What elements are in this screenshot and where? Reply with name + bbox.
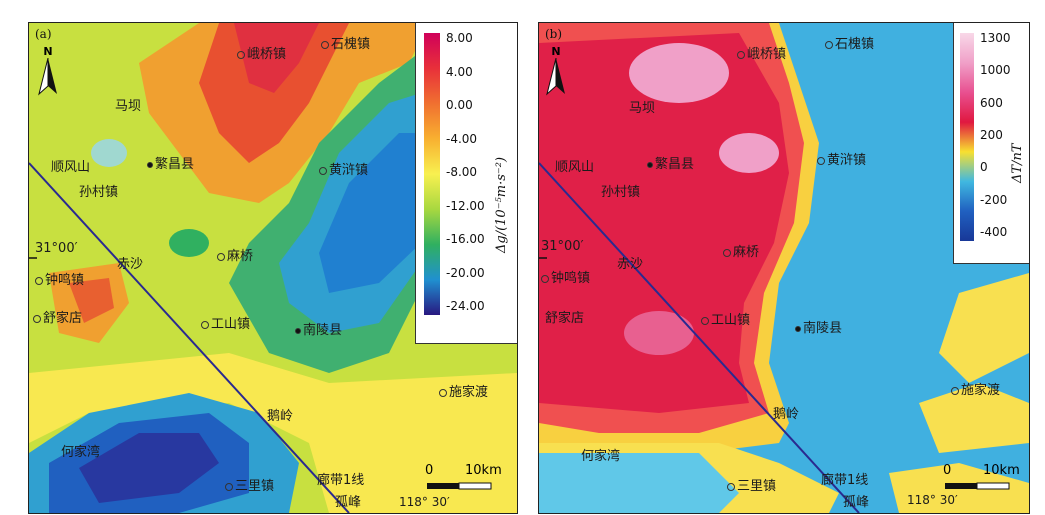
place-huangjia: 黄浒镇	[319, 159, 368, 178]
place-maqiao: 麻桥	[723, 241, 759, 260]
panel-a-label: (a)	[35, 27, 52, 41]
place-zhongming: 钟鸣镇	[35, 269, 84, 288]
place-chisha: 赤沙	[117, 257, 144, 272]
gravity-color-bar	[424, 33, 440, 315]
latitude-label: 31°00′	[541, 239, 584, 254]
place-mahe: 马坝	[629, 101, 656, 116]
magnetic-anomaly-field	[539, 23, 1029, 513]
north-letter: N	[551, 45, 561, 58]
place-eling: 鹅岭	[773, 407, 800, 422]
place-fanchang: 繁昌县	[147, 153, 194, 172]
north-arrow: N	[545, 45, 567, 102]
legend-tick-label: -4.00	[446, 131, 478, 146]
scale-zero: 0	[943, 463, 952, 478]
place-sanli: 三里镇	[225, 475, 274, 494]
legend-tick-label: -16.00	[446, 232, 485, 246]
place-maqiao: 麻桥	[217, 245, 253, 264]
legend-tick-label: 600	[980, 95, 1003, 110]
legend-tick-label: -200	[980, 192, 1008, 207]
place-zhongming: 钟鸣镇	[541, 267, 590, 286]
profile-line-label: 廊带1线	[317, 473, 365, 488]
legend-tick-label: 4.00	[446, 64, 473, 79]
gravity-anomaly-map: (a) N 峨桥镇 石槐镇 马坝 顺风山 繁昌县 黄浒镇 孙村镇 赤沙 麻桥 钟…	[28, 22, 518, 514]
place-shujia: 舒家店	[33, 307, 82, 326]
place-hejia: 何家湾	[61, 445, 101, 460]
scale-zero: 0	[425, 463, 434, 478]
place-huangjia: 黄浒镇	[817, 149, 866, 168]
place-nanling: 南陵县	[795, 317, 842, 336]
place-shihuai: 石槐镇	[825, 33, 874, 52]
place-suncun: 孙村镇	[601, 185, 641, 200]
legend-tick-label: -24.00	[446, 299, 485, 313]
longitude-label: 118° 30′	[399, 495, 450, 509]
magnetic-anomaly-map: (b) N 峨桥镇 石槐镇 马坝 顺风山 繁昌县 黄浒镇 孙村镇 赤沙 麻桥 钟…	[538, 22, 1030, 514]
place-shunfeng: 顺风山	[51, 160, 91, 175]
place-chisha: 赤沙	[617, 257, 644, 272]
place-shijia: 施家渡	[439, 381, 488, 400]
place-shihuai: 石槐镇	[321, 33, 370, 52]
legend-tick-label: 0	[980, 160, 988, 175]
scale-bar-graphic	[427, 482, 492, 490]
north-arrow-icon	[546, 57, 565, 96]
scale-length: 10km	[983, 463, 1020, 478]
place-fanchang: 繁昌县	[647, 153, 694, 172]
scale-bar-graphic	[945, 482, 1010, 490]
legend-tick-label: -20.00	[446, 265, 485, 280]
place-eling: 鹅岭	[267, 409, 294, 424]
gravity-legend: 8.00 4.00 0.00 -4.00 -8.00 -12.00 -16.00 -20.00…	[415, 23, 517, 344]
place-gufeng: 孤峰	[335, 495, 362, 510]
place-shiqiao: 峨桥镇	[737, 43, 786, 62]
place-sanli: 三里镇	[727, 475, 776, 494]
north-arrow: N	[37, 45, 59, 102]
legend-tick-label: 0.00	[446, 98, 473, 112]
legend-tick-label: -400	[980, 225, 1008, 239]
place-suncun: 孙村镇	[79, 185, 119, 200]
legend-tick-label: 200	[980, 128, 1003, 142]
place-nanling: 南陵县	[295, 319, 342, 338]
place-mahe: 马坝	[115, 99, 142, 114]
longitude-label: 118° 30′	[907, 493, 958, 507]
latitude-label: 31°00′	[35, 241, 78, 256]
legend-tick-label: 1000	[980, 63, 1011, 78]
legend-tick-label: -8.00	[446, 165, 478, 179]
place-hejia: 何家湾	[581, 449, 621, 464]
place-shiqiao: 峨桥镇	[237, 43, 286, 62]
north-arrow-icon	[38, 57, 57, 96]
place-gongshan: 工山镇	[701, 309, 750, 328]
legend-tick-label: 1300	[980, 31, 1011, 45]
profile-line-label: 廊带1线	[821, 473, 869, 488]
place-gufeng: 孤峰	[843, 495, 870, 510]
legend-tick-label: 8.00	[446, 31, 473, 45]
panel-b-label: (b)	[545, 27, 563, 41]
place-shijia: 施家渡	[951, 379, 1000, 398]
magnetic-unit-label: ΔT/nT	[1010, 143, 1025, 183]
north-letter: N	[43, 45, 53, 58]
place-gongshan: 工山镇	[201, 313, 250, 332]
magnetic-legend: 1300 1000 600 200 0 -200 -400 ΔT/nT	[953, 23, 1029, 264]
scale-length: 10km	[465, 463, 502, 478]
magnetic-color-bar	[960, 33, 974, 241]
legend-tick-label: -12.00	[446, 198, 485, 213]
place-shujia: 舒家店	[545, 311, 585, 326]
gravity-unit-label: Δg/(10⁻⁵m·s⁻²)	[494, 156, 509, 253]
place-shunfeng: 顺风山	[555, 160, 595, 175]
